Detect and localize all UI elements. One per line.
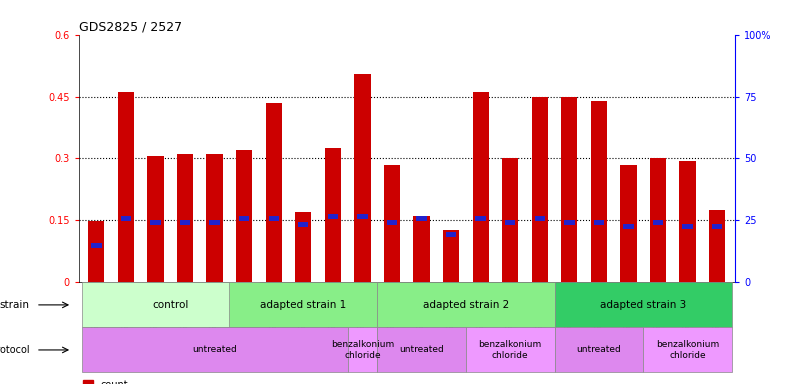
Bar (88, 221, 105, 282)
Bar (682, 224, 692, 229)
Text: adapted strain 2: adapted strain 2 (423, 300, 509, 310)
Bar (298, 222, 308, 227)
Text: benzalkonium
chloride: benzalkonium chloride (479, 340, 542, 360)
Bar (357, 214, 368, 219)
Bar (384, 165, 400, 282)
Bar (472, 93, 489, 282)
Bar (591, 101, 607, 282)
Bar (377, 282, 555, 328)
Bar (239, 216, 249, 221)
Bar (709, 210, 725, 282)
Bar (712, 224, 722, 229)
Bar (147, 156, 163, 282)
Bar (505, 220, 516, 225)
Bar (476, 216, 486, 221)
Text: strain: strain (0, 300, 29, 310)
Bar (643, 328, 732, 372)
Text: benzalkonium
chloride: benzalkonium chloride (656, 340, 719, 360)
Bar (417, 216, 427, 221)
Bar (209, 220, 220, 225)
Bar (354, 74, 370, 282)
Bar (564, 220, 575, 225)
Bar (347, 328, 377, 372)
Bar (180, 220, 190, 225)
Text: GDS2825 / 2527: GDS2825 / 2527 (79, 20, 182, 33)
Bar (207, 154, 222, 282)
Bar (502, 159, 518, 282)
Bar (91, 243, 101, 248)
Text: growth protocol: growth protocol (0, 345, 29, 355)
Text: untreated: untreated (577, 346, 621, 354)
Bar (296, 212, 311, 282)
Bar (679, 161, 696, 282)
Bar (82, 282, 259, 328)
Bar (650, 159, 667, 282)
Bar (82, 328, 347, 372)
Bar (555, 328, 643, 372)
Text: untreated: untreated (193, 346, 237, 354)
Bar (531, 96, 548, 282)
Bar (387, 220, 397, 225)
Bar (593, 220, 604, 225)
Text: untreated: untreated (399, 346, 444, 354)
Bar (623, 224, 634, 229)
Text: adapted strain 3: adapted strain 3 (601, 300, 686, 310)
Text: benzalkonium
chloride: benzalkonium chloride (331, 340, 394, 360)
Text: adapted strain 1: adapted strain 1 (260, 300, 347, 310)
Bar (121, 216, 131, 221)
Text: control: control (152, 300, 189, 310)
Bar (266, 103, 282, 282)
Bar (377, 328, 466, 372)
Bar (446, 232, 457, 237)
Bar (534, 216, 545, 221)
Bar (118, 93, 134, 282)
Bar (325, 148, 341, 282)
Bar (443, 230, 459, 282)
Bar (328, 214, 338, 219)
Bar (177, 154, 193, 282)
Bar (413, 216, 430, 282)
Bar (269, 216, 279, 221)
Bar (561, 96, 578, 282)
Legend: count, percentile rank within the sample: count, percentile rank within the sample (83, 380, 266, 384)
Bar (620, 165, 637, 282)
Bar (466, 328, 555, 372)
Bar (236, 150, 252, 282)
Bar (653, 220, 663, 225)
Bar (150, 220, 160, 225)
Bar (555, 282, 732, 328)
Bar (230, 282, 377, 328)
